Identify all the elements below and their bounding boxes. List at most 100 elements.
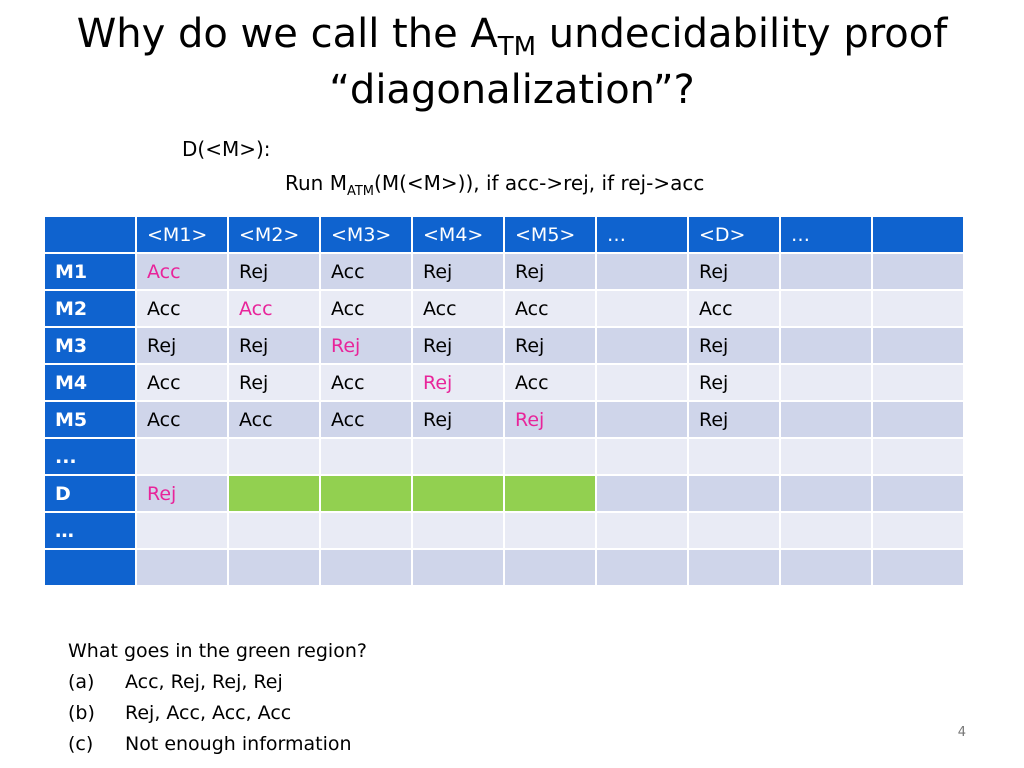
table-cell xyxy=(503,511,597,550)
row-header: M2 xyxy=(43,289,137,328)
table-row: M2 Acc Acc Acc Acc Acc Acc xyxy=(43,289,965,328)
green-region-cell xyxy=(503,474,597,513)
table-cell xyxy=(135,437,229,476)
option-a-text: Acc, Rej, Rej, Rej xyxy=(125,671,283,693)
table-cell xyxy=(779,437,873,476)
table-row: … xyxy=(43,511,965,550)
table-cell: Rej xyxy=(227,326,321,365)
definition-line-1: D(<M>): xyxy=(182,137,271,161)
title-subscript: TM xyxy=(497,32,537,62)
column-header: <M3> xyxy=(319,215,413,254)
table-cell xyxy=(871,400,965,439)
table-cell: Rej xyxy=(687,252,781,291)
table-cell xyxy=(595,474,689,513)
table-cell: Acc xyxy=(227,400,321,439)
table-cell xyxy=(779,363,873,402)
table-cell: Acc xyxy=(135,252,229,291)
slide-title: Why do we call the ATM undecidability pr… xyxy=(0,6,1024,118)
question-block: What goes in the green region? (a) Acc, R… xyxy=(68,636,367,760)
column-header: <M5> xyxy=(503,215,597,254)
table-cell xyxy=(595,252,689,291)
green-region-cell xyxy=(227,474,321,513)
table-cell xyxy=(227,548,321,587)
table-cell: Acc xyxy=(411,289,505,328)
table-cell: Acc xyxy=(135,400,229,439)
table-cell xyxy=(319,548,413,587)
table-cell: Rej xyxy=(227,252,321,291)
table-cell: Rej xyxy=(411,326,505,365)
green-region-cell xyxy=(319,474,413,513)
table-cell: Acc xyxy=(319,400,413,439)
table-cell: Acc xyxy=(227,289,321,328)
table-row xyxy=(43,548,965,587)
table-cell: Rej xyxy=(687,326,781,365)
column-header xyxy=(871,215,965,254)
table-cell xyxy=(779,400,873,439)
table-cell: Rej xyxy=(687,363,781,402)
question-prompt: What goes in the green region? xyxy=(68,640,367,662)
option-a: (a) Acc, Rej, Rej, Rej xyxy=(68,667,367,698)
page-number: 4 xyxy=(957,725,966,740)
table-cell: Rej xyxy=(227,363,321,402)
table-cell xyxy=(503,548,597,587)
table-cell xyxy=(779,252,873,291)
row-header: ... xyxy=(43,437,137,476)
table-cell: Acc xyxy=(135,289,229,328)
column-header: <M4> xyxy=(411,215,505,254)
definition-rest: (M(<M>)), if acc->rej, if rej->acc xyxy=(374,171,705,195)
table-row: M5 Acc Acc Acc Rej Rej Rej xyxy=(43,400,965,439)
table-cell: Rej xyxy=(503,252,597,291)
option-c-text: Not enough information xyxy=(125,733,352,755)
row-header xyxy=(43,548,137,587)
row-header: M1 xyxy=(43,252,137,291)
table-cell xyxy=(871,289,965,328)
title-line-2: “diagonalization”? xyxy=(329,67,695,113)
table-cell xyxy=(227,511,321,550)
row-header: M5 xyxy=(43,400,137,439)
table-cell xyxy=(871,363,965,402)
table-cell: Acc xyxy=(319,252,413,291)
table-cell: Acc xyxy=(319,289,413,328)
table-header-row: <M1> <M2> <M3> <M4> <M5>… <D>… xyxy=(43,215,965,254)
row-header: M3 xyxy=(43,326,137,365)
row-header: … xyxy=(43,511,137,550)
title-text-a: Why do we call the A xyxy=(76,11,498,57)
option-b: (b) Rej, Acc, Acc, Acc xyxy=(68,698,367,729)
table-cell xyxy=(687,474,781,513)
table-cell xyxy=(779,474,873,513)
option-b-label: (b) xyxy=(68,702,95,724)
table-row: M4 Acc Rej Acc Rej Acc Rej xyxy=(43,363,965,402)
title-line-1: Why do we call the ATM undecidability pr… xyxy=(0,6,1024,62)
table-row: D Rej xyxy=(43,474,965,513)
table-cell xyxy=(411,511,505,550)
table-cell xyxy=(135,511,229,550)
diagonalization-table: <M1> <M2> <M3> <M4> <M5>… <D>… M1 Acc Rej Acc Rej… xyxy=(43,215,965,587)
table-cell xyxy=(871,511,965,550)
table-cell: Acc xyxy=(503,289,597,328)
table-cell: Acc xyxy=(319,363,413,402)
table-cell xyxy=(595,437,689,476)
table-row: M1 Acc Rej Acc Rej Rej Rej xyxy=(43,252,965,291)
column-header: … xyxy=(595,215,689,254)
table-cell xyxy=(871,252,965,291)
table-cell: Rej xyxy=(411,363,505,402)
table-cell xyxy=(227,437,321,476)
column-header: … xyxy=(779,215,873,254)
option-b-text: Rej, Acc, Acc, Acc xyxy=(125,702,292,724)
table-cell: Rej xyxy=(135,326,229,365)
definition-subscript: ATM xyxy=(346,184,375,199)
table-cell: Rej xyxy=(503,326,597,365)
table-cell: Acc xyxy=(135,363,229,402)
definition-run: Run M xyxy=(285,171,347,195)
table-cell xyxy=(871,437,965,476)
table-cell xyxy=(595,548,689,587)
title-text-b: undecidability proof xyxy=(536,11,948,57)
table-cell xyxy=(779,326,873,365)
table-cell: Rej xyxy=(319,326,413,365)
column-header: <D> xyxy=(687,215,781,254)
table-cell: Rej xyxy=(687,400,781,439)
table-row: ... xyxy=(43,437,965,476)
table-cell xyxy=(411,548,505,587)
table-cell xyxy=(871,326,965,365)
table-cell xyxy=(135,548,229,587)
